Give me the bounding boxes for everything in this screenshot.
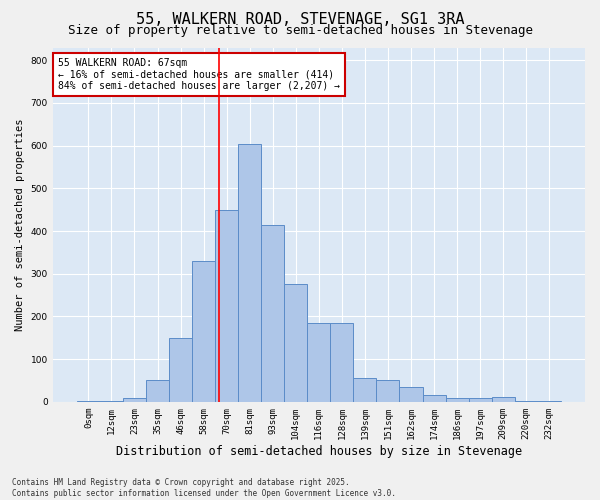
Text: Contains HM Land Registry data © Crown copyright and database right 2025.
Contai: Contains HM Land Registry data © Crown c… <box>12 478 396 498</box>
X-axis label: Distribution of semi-detached houses by size in Stevenage: Distribution of semi-detached houses by … <box>116 444 522 458</box>
Bar <box>77 401 100 402</box>
Bar <box>215 210 238 402</box>
Bar <box>400 387 422 402</box>
Bar <box>100 401 123 402</box>
Bar <box>515 401 538 402</box>
Bar <box>376 380 400 402</box>
Bar <box>491 396 515 402</box>
Bar <box>422 396 446 402</box>
Y-axis label: Number of semi-detached properties: Number of semi-detached properties <box>15 118 25 331</box>
Bar <box>538 401 561 402</box>
Bar <box>284 284 307 402</box>
Text: Size of property relative to semi-detached houses in Stevenage: Size of property relative to semi-detach… <box>67 24 533 37</box>
Bar <box>123 398 146 402</box>
Bar <box>446 398 469 402</box>
Bar <box>192 261 215 402</box>
Text: 55, WALKERN ROAD, STEVENAGE, SG1 3RA: 55, WALKERN ROAD, STEVENAGE, SG1 3RA <box>136 12 464 28</box>
Bar <box>169 338 192 402</box>
Bar <box>469 398 491 402</box>
Bar <box>146 380 169 402</box>
Bar <box>331 323 353 402</box>
Bar <box>353 378 376 402</box>
Text: 55 WALKERN ROAD: 67sqm
← 16% of semi-detached houses are smaller (414)
84% of se: 55 WALKERN ROAD: 67sqm ← 16% of semi-det… <box>58 58 340 92</box>
Bar <box>238 144 261 402</box>
Bar <box>307 323 331 402</box>
Bar <box>261 224 284 402</box>
